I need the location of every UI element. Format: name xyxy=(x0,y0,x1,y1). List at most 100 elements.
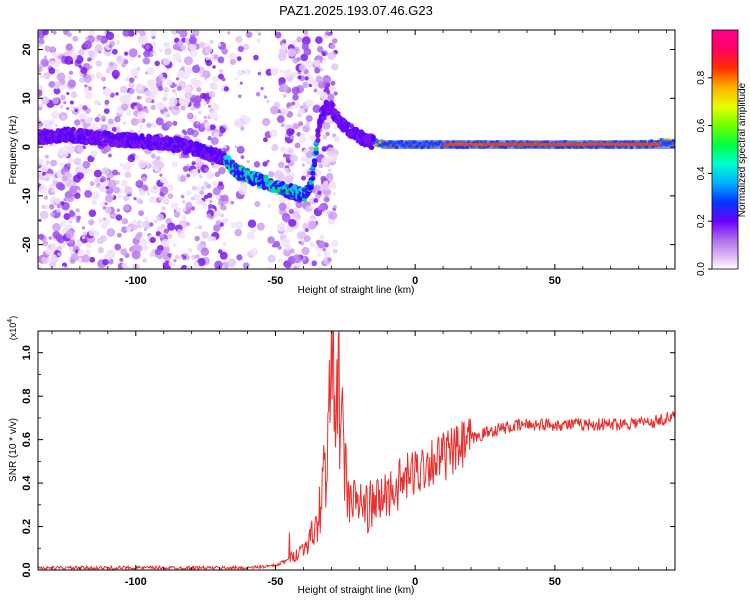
heatmap-cell xyxy=(158,48,163,53)
heatmap-cell xyxy=(202,101,208,106)
heatmap-ridge-cell xyxy=(310,175,316,181)
heatmap-cell xyxy=(198,174,203,179)
spectrogram-x-tick-label: 50 xyxy=(549,275,561,287)
heatmap-cell xyxy=(291,86,300,95)
heatmap-cell xyxy=(52,97,60,105)
heatmap-cell xyxy=(99,178,105,183)
heatmap-cell xyxy=(283,68,293,78)
heatmap-cell xyxy=(183,56,193,66)
heatmap-cell xyxy=(104,99,110,105)
heatmap-cell xyxy=(206,213,212,219)
heatmap-cell xyxy=(94,177,102,184)
heatmap-cell xyxy=(50,159,58,167)
heatmap-cell xyxy=(181,66,185,71)
heatmap-cell xyxy=(226,31,231,35)
heatmap-cell xyxy=(289,154,298,163)
heatmap-cell xyxy=(284,261,292,269)
colorbar-tick-label: 0.4 xyxy=(696,166,707,180)
heatmap-cell xyxy=(124,51,129,56)
heatmap-cell xyxy=(65,229,75,239)
heatmap-cell xyxy=(105,31,115,41)
heatmap-cell xyxy=(181,214,187,220)
heatmap-cell xyxy=(54,124,58,128)
heatmap-cell xyxy=(227,258,237,268)
heatmap-cell xyxy=(70,253,79,262)
heatmap-cell xyxy=(156,226,162,231)
heatmap-cell xyxy=(206,192,213,199)
heatmap-cell xyxy=(69,60,74,65)
heatmap-cell xyxy=(104,206,112,214)
heatmap-cell xyxy=(156,213,164,222)
heatmap-cell xyxy=(51,51,56,57)
heatmap-cell xyxy=(72,174,81,183)
heatmap-cell xyxy=(181,200,186,204)
heatmap-cell xyxy=(328,181,337,190)
heatmap-cell xyxy=(40,96,50,105)
heatmap-cell xyxy=(174,254,180,260)
heatmap-cell xyxy=(332,38,338,44)
heatmap-cell xyxy=(63,213,71,221)
heatmap-cell xyxy=(191,185,197,191)
heatmap-cell xyxy=(295,214,302,220)
heatmap-cell xyxy=(135,103,143,111)
heatmap-cell xyxy=(240,126,245,131)
heatmap-cell xyxy=(85,249,91,255)
heatmap-cell xyxy=(155,117,164,126)
heatmap-cell xyxy=(288,149,293,153)
heatmap-cell xyxy=(163,92,169,98)
heatmap-cell xyxy=(236,254,243,261)
heatmap-cell xyxy=(128,81,135,88)
heatmap-cell xyxy=(97,246,104,253)
heatmap-cell xyxy=(61,114,67,121)
heatmap-cell xyxy=(327,257,332,262)
heatmap-cell xyxy=(251,228,257,234)
heatmap-cell xyxy=(180,44,187,51)
heatmap-cell xyxy=(102,206,106,210)
heatmap-cell xyxy=(116,55,122,61)
heatmap-cell xyxy=(154,167,161,173)
heatmap-cell xyxy=(77,257,83,263)
heatmap-cell xyxy=(98,183,108,193)
heatmap-cell xyxy=(277,258,283,263)
heatmap-cell xyxy=(101,76,107,82)
heatmap-cell xyxy=(219,69,224,74)
colorbar-tick-label: 0.8 xyxy=(696,70,707,84)
heatmap-cell xyxy=(166,113,171,118)
heatmap-cell xyxy=(298,63,307,72)
heatmap-cell xyxy=(207,235,214,242)
heatmap-cell xyxy=(124,171,132,179)
heatmap-cell xyxy=(166,184,174,191)
snr-panel: -100 -50 0 50 0.0 0.2 0.4 0.6 0.8 1.0 Height of s… xyxy=(7,316,676,596)
heatmap-cell xyxy=(168,260,176,268)
heatmap-cell xyxy=(250,247,259,256)
heatmap-cell xyxy=(143,50,151,58)
heatmap-ridge-cell xyxy=(310,170,316,176)
heatmap-cell xyxy=(279,146,287,153)
heatmap-cell xyxy=(195,254,200,259)
heatmap-cell xyxy=(94,44,103,53)
heatmap-cell xyxy=(300,53,309,62)
heatmap-cell xyxy=(288,218,297,227)
heatmap-cell xyxy=(84,189,93,198)
heatmap-cell xyxy=(136,30,141,33)
heatmap-cell xyxy=(42,240,49,247)
heatmap-cell xyxy=(88,219,95,226)
heatmap-cell xyxy=(240,155,245,160)
heatmap-cell xyxy=(38,64,41,69)
snr-x-tick-label: 50 xyxy=(549,576,561,588)
heatmap-cell xyxy=(196,86,202,93)
heatmap-cell xyxy=(178,256,183,261)
heatmap-cell xyxy=(43,195,48,200)
heatmap-cell xyxy=(235,35,243,43)
heatmap-band-peak xyxy=(443,142,662,147)
heatmap-cell xyxy=(314,67,321,74)
heatmap-cell xyxy=(85,242,92,249)
heatmap-cell xyxy=(302,30,309,35)
heatmap-cell xyxy=(81,254,91,263)
heatmap-cell xyxy=(68,70,74,75)
heatmap-cell xyxy=(123,205,131,212)
heatmap-cell xyxy=(182,207,187,212)
heatmap-cell xyxy=(142,57,151,65)
colorbar-tick-label: 0.0 xyxy=(696,262,707,276)
heatmap-cell xyxy=(165,68,169,72)
